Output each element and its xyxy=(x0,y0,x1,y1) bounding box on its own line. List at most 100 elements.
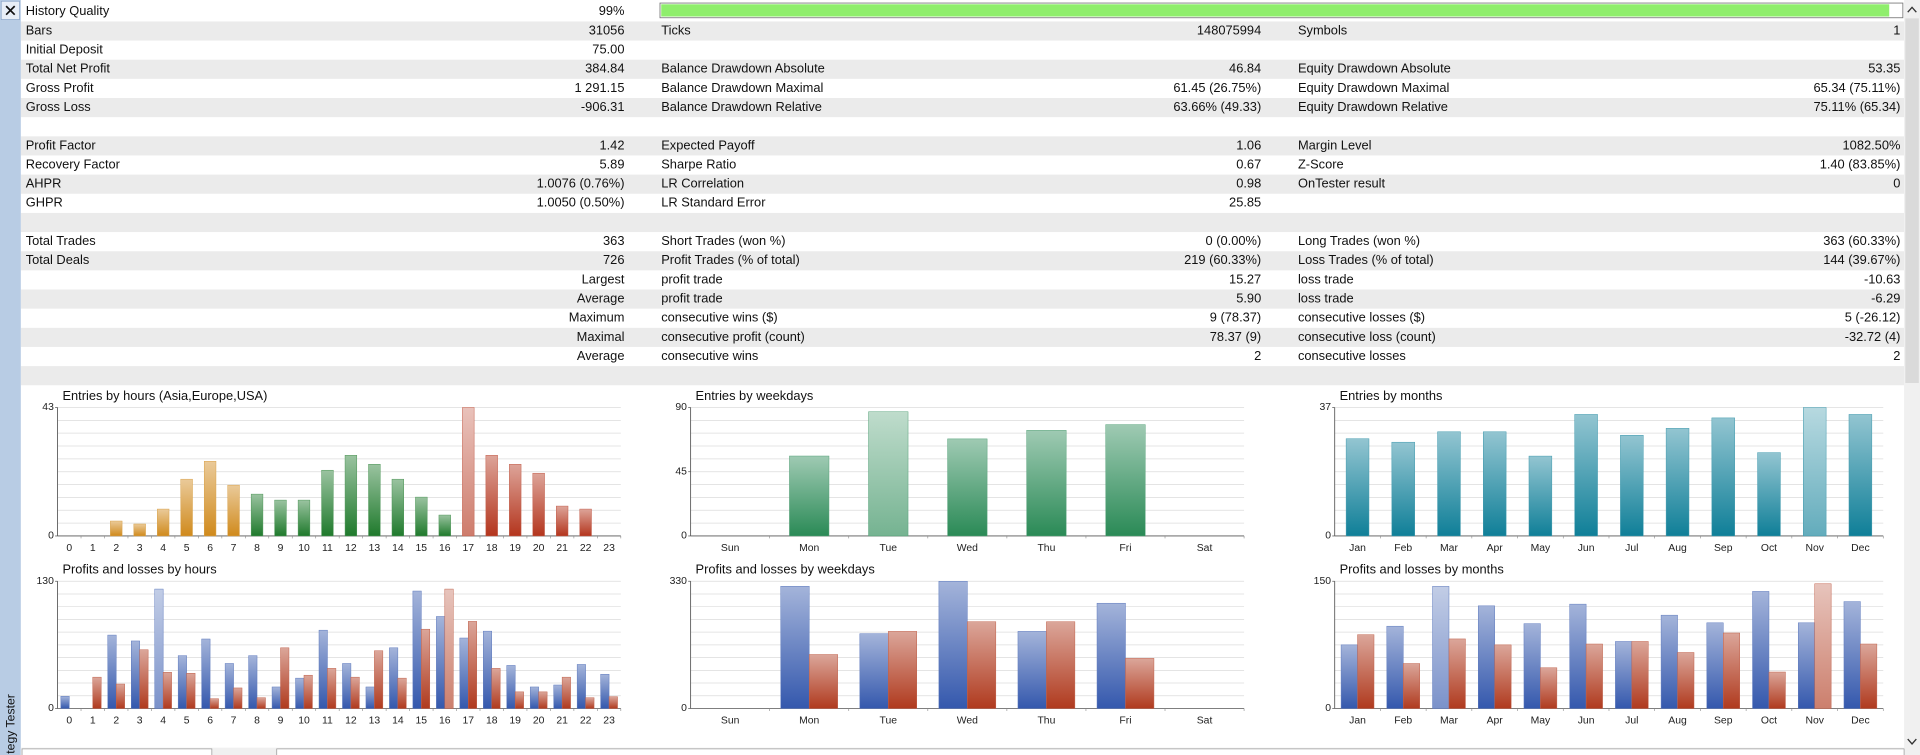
bar xyxy=(1574,414,1598,537)
bar xyxy=(585,697,595,709)
stat-label: Total Deals xyxy=(26,252,90,267)
row-stripe xyxy=(20,136,1905,156)
stat-value: 148075994 xyxy=(1197,22,1261,37)
stat-label: profit trade xyxy=(661,271,722,286)
x-tick-label: 8 xyxy=(254,543,260,554)
y-tick-label: 37 xyxy=(1319,402,1331,413)
x-tick-label: Oct xyxy=(1761,543,1777,554)
bar xyxy=(1569,603,1587,709)
scrollbar-thumb[interactable] xyxy=(1905,18,1919,384)
scroll-up-arrow[interactable] xyxy=(1907,6,1917,13)
x-tick-label: Mon xyxy=(799,543,819,554)
x-tick-label: 20 xyxy=(533,715,545,726)
y-tick-label: 45 xyxy=(675,466,687,477)
stat-label: LR Correlation xyxy=(661,176,744,191)
stat-value: 5 (-26.12) xyxy=(1845,310,1901,325)
bar xyxy=(868,411,909,537)
stat-value: -32.72 (4) xyxy=(1845,329,1901,344)
bar xyxy=(186,673,196,709)
bar xyxy=(938,580,968,709)
stat-value: 1.06 xyxy=(1236,137,1261,152)
y-tick-label: 130 xyxy=(37,576,55,587)
bar xyxy=(1017,631,1047,709)
quality-bar xyxy=(661,4,1890,17)
bar xyxy=(350,676,360,709)
stat-label: Profit Factor xyxy=(26,137,97,152)
stat-value: 1 291.15 xyxy=(574,80,624,95)
stat-label: Loss Trades (% of total) xyxy=(1298,252,1434,267)
x-tick-label: Oct xyxy=(1761,715,1777,726)
bar xyxy=(180,478,193,537)
bar xyxy=(327,668,337,709)
row-stripe xyxy=(20,212,1905,233)
stat-label: Long Trades (won %) xyxy=(1298,233,1420,248)
bar xyxy=(1585,643,1603,709)
bar xyxy=(321,469,334,537)
x-tick-label: 4 xyxy=(160,715,166,726)
bar xyxy=(374,650,384,709)
bar xyxy=(280,647,290,709)
stat-label: consecutive profit (count) xyxy=(661,329,805,344)
bar xyxy=(1345,438,1370,537)
scroll-down-arrow[interactable] xyxy=(1907,738,1917,746)
bar xyxy=(201,638,211,709)
stat-value: 75.00 xyxy=(592,42,624,57)
tab[interactable] xyxy=(276,748,1905,755)
stat-value: 78.37 (9) xyxy=(1210,329,1261,344)
bar xyxy=(1483,431,1507,537)
x-tick-label: Jan xyxy=(1349,543,1366,554)
bar xyxy=(271,686,281,709)
y-tick-label: 0 xyxy=(48,703,54,714)
bar xyxy=(256,697,266,709)
tab[interactable] xyxy=(21,748,213,755)
stat-label: Total Trades xyxy=(26,233,96,248)
bar xyxy=(365,686,375,709)
chart-title: Entries by weekdays xyxy=(696,388,814,403)
x-tick-label: 18 xyxy=(486,715,498,726)
stat-value: 53.35 xyxy=(1868,61,1900,76)
x-tick-label: 13 xyxy=(369,543,381,554)
stat-label: History Quality xyxy=(26,3,110,18)
x-tick-label: Jun xyxy=(1578,543,1595,554)
bar xyxy=(1494,644,1512,709)
bar xyxy=(506,665,516,709)
bar xyxy=(808,654,838,709)
bar xyxy=(1105,424,1146,537)
bar xyxy=(342,663,352,709)
bar xyxy=(462,407,475,537)
bar xyxy=(491,668,501,709)
bar xyxy=(248,655,258,709)
x-tick-label: 19 xyxy=(509,715,521,726)
x-tick-label: 16 xyxy=(439,715,451,726)
bar xyxy=(1723,632,1740,709)
bar xyxy=(203,461,217,537)
bar xyxy=(556,505,569,537)
stat-value: 144 (39.67%) xyxy=(1823,252,1900,267)
bar xyxy=(1768,671,1786,709)
x-tick-label: 14 xyxy=(392,543,404,554)
x-tick-label: 7 xyxy=(231,715,237,726)
bar xyxy=(438,514,451,537)
bar xyxy=(1620,435,1644,537)
bar xyxy=(274,499,287,537)
bar xyxy=(1757,452,1781,537)
stat-value: Average xyxy=(577,290,625,305)
stat-value: 99% xyxy=(599,3,625,18)
stat-label: consecutive wins xyxy=(661,348,758,363)
x-tick-label: Thu xyxy=(1037,715,1055,726)
x-tick-label: Mar xyxy=(1440,543,1458,554)
stat-value: 5.89 xyxy=(599,156,624,171)
y-tick-label: 0 xyxy=(681,703,687,714)
bar xyxy=(1665,428,1690,537)
x-tick-label: 15 xyxy=(416,715,428,726)
stat-label: GHPR xyxy=(26,195,63,210)
side-panel xyxy=(0,0,21,755)
x-tick-label: 19 xyxy=(509,543,521,554)
bar xyxy=(509,464,522,537)
x-tick-label: Nov xyxy=(1805,543,1824,554)
stat-value: 31056 xyxy=(589,22,625,37)
x-tick-label: 21 xyxy=(556,543,568,554)
x-tick-label: 20 xyxy=(533,543,545,554)
